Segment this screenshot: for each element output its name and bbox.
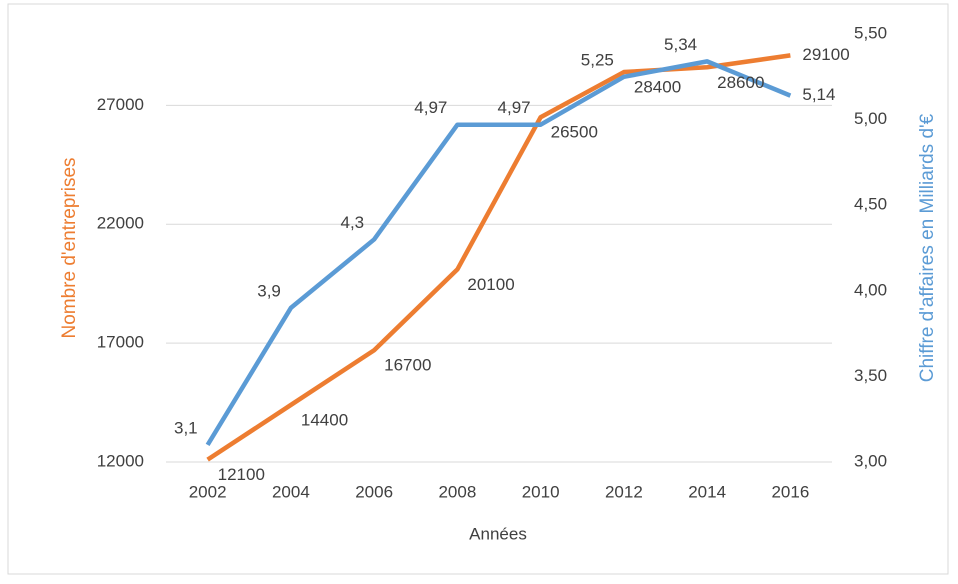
data-label: 26500	[551, 123, 598, 142]
chart-border	[7, 3, 949, 575]
data-label: 14400	[301, 410, 348, 429]
y-tick-label: 12000	[97, 451, 144, 470]
y2-tick-label: 3,00	[854, 451, 887, 470]
y2-tick-label: 4,00	[854, 280, 887, 299]
x-axis-title: Années	[469, 524, 527, 543]
x-tick-label: 2010	[522, 482, 560, 501]
data-label: 20100	[467, 275, 514, 294]
line-series	[205, 59, 792, 447]
x-tick-label: 2002	[189, 482, 227, 501]
data-label: 5,25	[581, 50, 614, 69]
y2-tick-label: 5,50	[854, 23, 887, 42]
y2-axis-title: Chiffre d'affaires en Milliards d'€	[917, 113, 938, 382]
y2-tick-label: 3,50	[854, 366, 887, 385]
y2-tick-label: 4,50	[854, 195, 887, 214]
data-label: 12100	[218, 465, 265, 484]
data-label: 28600	[717, 73, 764, 92]
data-label: 29100	[802, 45, 849, 64]
x-tick-label: 2006	[355, 482, 393, 501]
y2-tick-label: 5,00	[854, 109, 887, 128]
x-tick-label: 2004	[272, 482, 310, 501]
x-tick-label: 2008	[438, 482, 476, 501]
x-tick-label: 2014	[688, 482, 726, 501]
x-tick-label: 2016	[771, 482, 809, 501]
data-label: 4,97	[498, 98, 531, 117]
y-tick-label: 17000	[97, 333, 144, 352]
y-tick-label: 27000	[97, 95, 144, 114]
data-label: 3,9	[257, 281, 281, 300]
data-label: 4,97	[414, 98, 447, 117]
data-label: 5,34	[664, 35, 697, 54]
data-label: 3,1	[174, 418, 198, 437]
data-label: 28400	[634, 78, 681, 97]
line-series	[206, 53, 791, 462]
data-label: 16700	[384, 356, 431, 375]
y-axis-title: Nombre d'entreprises	[59, 157, 80, 338]
data-label: 5,14	[802, 85, 835, 104]
y-tick-label: 22000	[97, 214, 144, 233]
x-tick-label: 2012	[605, 482, 643, 501]
data-label: 4,3	[340, 213, 364, 232]
